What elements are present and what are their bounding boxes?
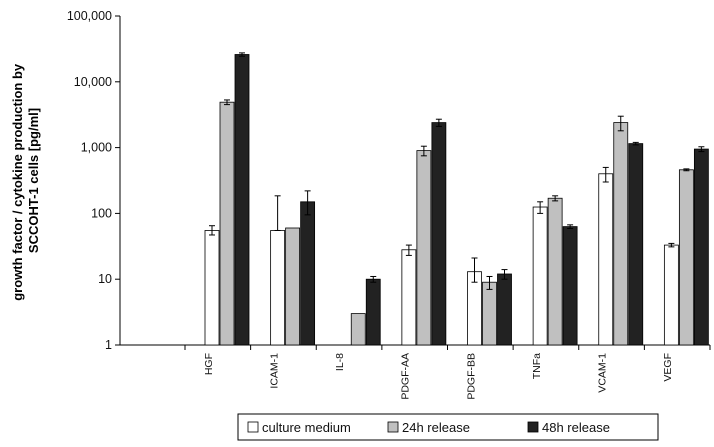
- legend: culture medium 24h release 48h release: [237, 413, 659, 441]
- bar: [482, 281, 497, 346]
- bar: [678, 169, 694, 346]
- y-axis-label-line-1: growth factor / cytokine production by: [10, 63, 25, 301]
- bar: [401, 249, 417, 346]
- legend-label: 48h release: [542, 420, 610, 435]
- y-tick-label: 10: [98, 272, 112, 286]
- y-tick-label: 1: [105, 338, 112, 352]
- bar: [598, 173, 614, 346]
- y-axis-label: growth factor / cytokine production by S…: [10, 60, 41, 301]
- bar: [204, 230, 220, 346]
- bar: [365, 278, 381, 346]
- x-category-label: VEGF: [662, 353, 674, 382]
- bars: [204, 54, 709, 346]
- bar: [663, 244, 679, 346]
- x-categories: HGF ICAM-1 IL-8 PDGF-AA PDGF-BB TNFa VCAM-1 VEG…: [184, 345, 711, 400]
- bar: [285, 227, 301, 346]
- y-tick-label: 1,000: [81, 141, 112, 155]
- x-category-label: ICAM-1: [268, 353, 280, 389]
- bar: [693, 148, 709, 346]
- y-tick-label: 10,000: [74, 75, 112, 89]
- bar: [431, 122, 447, 346]
- x-category-label: IL-8: [334, 353, 346, 371]
- bar: [547, 197, 563, 346]
- legend-label: culture medium: [262, 420, 351, 435]
- legend-box: [237, 413, 659, 441]
- legend-swatch: [247, 421, 259, 433]
- x-category-label: PDGF-AA: [400, 353, 412, 400]
- bar: [234, 54, 250, 346]
- bar: [613, 122, 629, 346]
- y-tick-label: 100: [91, 206, 112, 220]
- bar: [270, 230, 286, 346]
- error-bars: [209, 52, 705, 290]
- x-category-label: PDGF-BB: [465, 353, 477, 400]
- x-category-label: VCAM-1: [597, 353, 609, 393]
- x-category-label: TNFa: [531, 353, 543, 379]
- y-tick-label: 100,000: [67, 9, 112, 23]
- legend-swatch: [387, 421, 399, 433]
- x-category-label: HGF: [203, 353, 215, 375]
- bar: [562, 226, 578, 346]
- bar: [350, 313, 366, 346]
- bar: [300, 201, 316, 346]
- legend-swatch: [527, 421, 539, 433]
- legend-label: 24h release: [402, 420, 470, 435]
- bar: [628, 143, 644, 346]
- bar: [497, 273, 512, 346]
- y-ticks: 1 10 100 1,000 10,000 100,000: [67, 9, 120, 352]
- bar: [219, 101, 235, 346]
- bar: [416, 150, 432, 346]
- y-axis-label-line-2: SCCOHT-1 cells [pg/ml]: [26, 108, 41, 253]
- bar: [532, 206, 548, 346]
